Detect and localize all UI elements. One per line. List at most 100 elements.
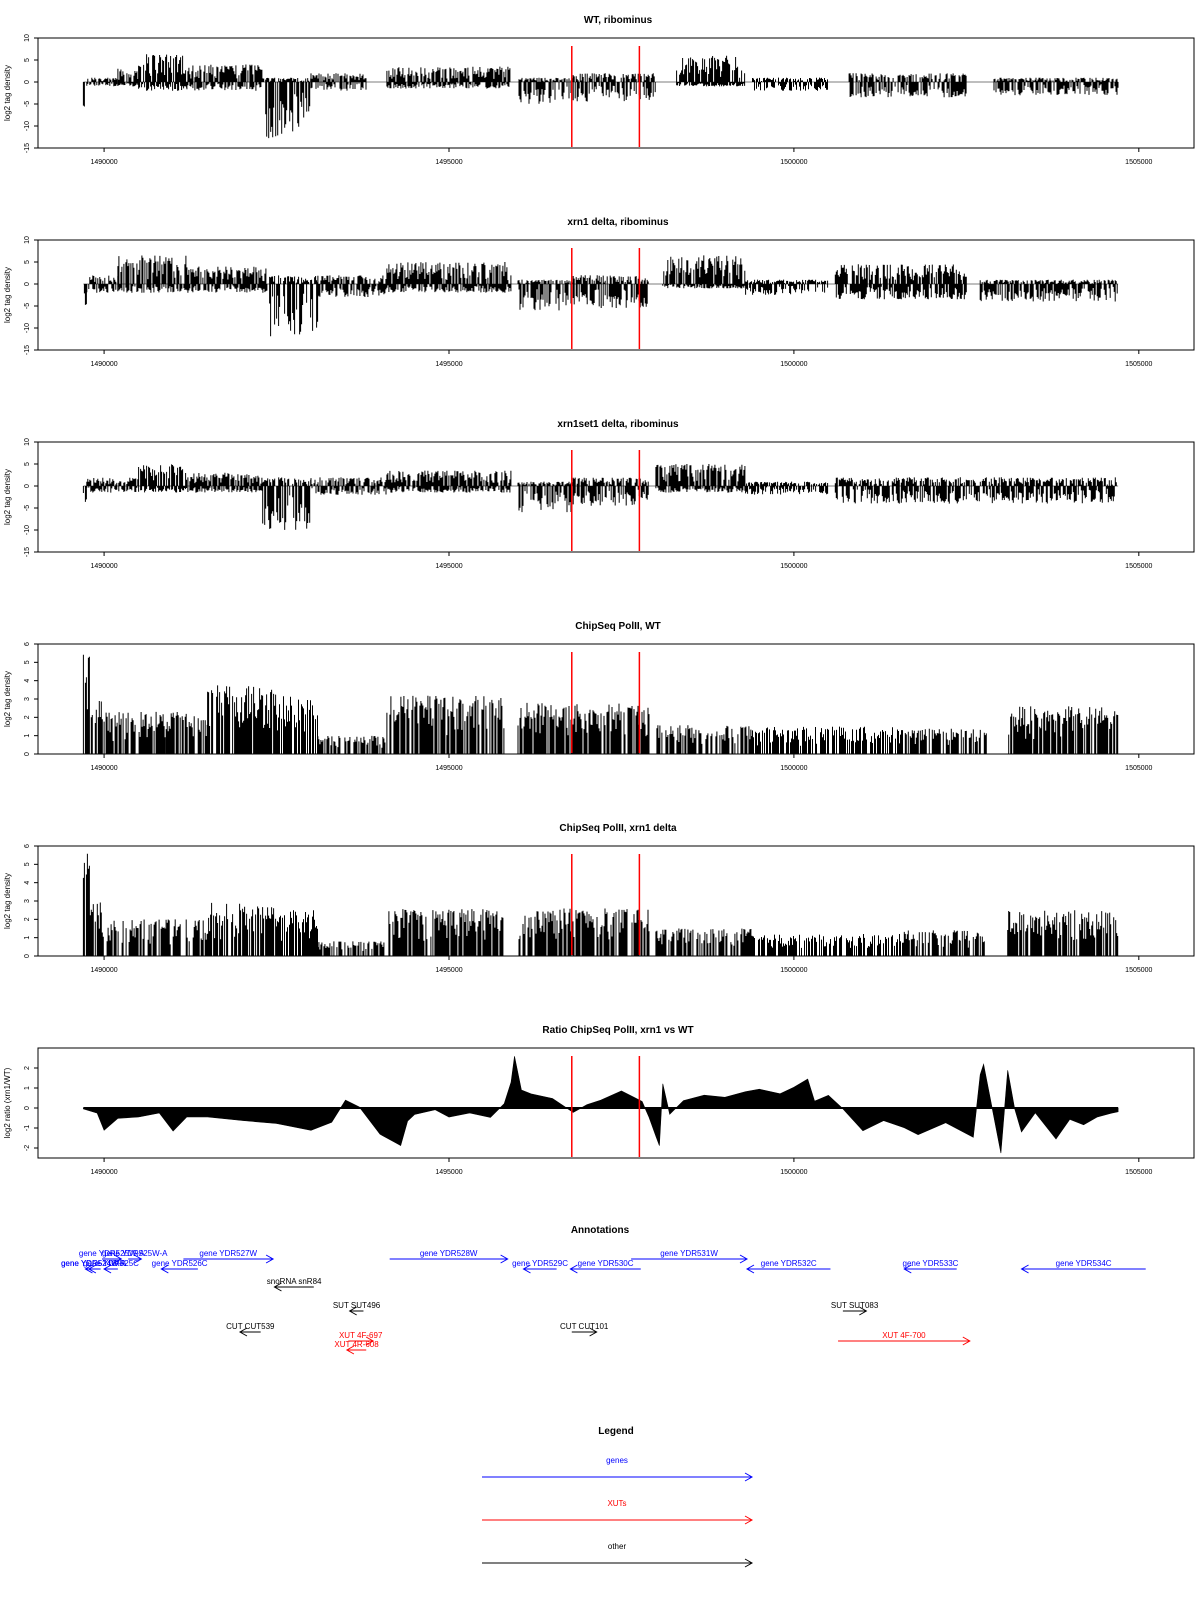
track-panel-1: WT, ribominus log2 tag density 10 5 0 -5 -10 -1… (3, 15, 1195, 166)
x-tick-label: 1505000 (1125, 1169, 1152, 1176)
y-tick-label: -1 (24, 1125, 31, 1131)
arrow-head (365, 1336, 375, 1346)
ratio-area (83, 1056, 1119, 1154)
feature-arrow (522, 1264, 557, 1274)
y-tick-label: -15 (24, 547, 31, 557)
arrow-head (569, 1264, 578, 1274)
feature-arrow (348, 1306, 364, 1316)
feature-arrow (903, 1264, 957, 1274)
arrow-head (859, 1306, 868, 1316)
signal-bars (83, 255, 1119, 337)
feature-label: gene YDR531W (660, 1249, 718, 1258)
arrow-head (962, 1336, 971, 1346)
feature-label: CUT CUT101 (560, 1322, 609, 1331)
x-tick-label: 1495000 (435, 563, 462, 570)
arrow-head (238, 1327, 248, 1337)
annotation-feature: SUT SUT496 (333, 1301, 381, 1316)
track-panel-3: xrn1set1 delta, ribominus log2 tag densit… (3, 419, 1195, 570)
y-tick-label: 1 (24, 734, 31, 738)
y-tick-label: 0 (24, 282, 31, 286)
y-tick-label: -10 (24, 323, 31, 333)
plot-frame (37, 845, 1195, 957)
legend-entry-genes: genes (482, 1456, 754, 1482)
y-tick-label: 5 (24, 260, 31, 264)
feature-arrow (745, 1264, 831, 1274)
arrow-head (114, 1254, 123, 1264)
y-tick-label: -5 (24, 505, 31, 511)
y-tick-label: 0 (24, 954, 31, 958)
y-tick-label: -15 (24, 345, 31, 355)
y-axis-label: log2 tag density (3, 469, 12, 525)
arrow-head (903, 1264, 912, 1274)
y-axis-label: log2 tag density (3, 873, 12, 929)
x-tick-label: 1500000 (780, 967, 807, 974)
x-tick-label: 1505000 (1125, 159, 1152, 166)
x-tick-label: 1490000 (90, 1169, 117, 1176)
feature-label: gene YDR528W (420, 1249, 478, 1258)
y-axis-label: log2 ratio (xrn1/WT) (3, 1067, 12, 1138)
x-tick-label: 1490000 (90, 159, 117, 166)
x-tick-label: 1495000 (435, 1169, 462, 1176)
annotation-feature: gene YDR533C (903, 1259, 959, 1274)
panel-title: ChipSeq PolII, xrn1 delta (559, 823, 677, 834)
annotation-feature: snoRNA snR84 (267, 1277, 322, 1292)
x-tick-label: 1500000 (780, 765, 807, 772)
feature-arrow (631, 1254, 749, 1264)
arrow-head (744, 1472, 754, 1482)
feature-label: gene YDR529C (512, 1259, 568, 1268)
annotation-feature: gene YDR530C (569, 1259, 641, 1274)
feature-arrow (838, 1336, 971, 1346)
y-tick-label: 3 (24, 697, 31, 701)
feature-arrow (569, 1264, 641, 1274)
signal-bars (82, 853, 1119, 956)
y-tick-label: 10 (24, 438, 31, 446)
arrow-head (744, 1558, 754, 1568)
x-tick-label: 1495000 (435, 159, 462, 166)
annotation-feature: gene YDR526C (152, 1259, 208, 1274)
arrow-head (265, 1254, 275, 1264)
feature-arrow (345, 1345, 367, 1355)
y-axis-label: log2 tag density (3, 65, 12, 121)
annotation-feature: gene YDR529C (512, 1259, 568, 1274)
legend-entry-xuts: XUTs (482, 1499, 754, 1525)
annotation-feature: gene YDR525C (83, 1259, 139, 1274)
y-tick-label: 6 (24, 844, 31, 848)
panel-title: xrn1 delta, ribominus (567, 217, 669, 228)
signal-bars (83, 1056, 1119, 1154)
x-tick-label: 1495000 (435, 361, 462, 368)
feature-label: gene YDR532C (761, 1259, 817, 1268)
feature-arrow (1020, 1264, 1146, 1274)
legend-label: other (608, 1542, 627, 1551)
arrow-head (739, 1254, 749, 1264)
legend-arrow (482, 1472, 754, 1482)
arrow-head (1020, 1264, 1029, 1274)
plot-frame (37, 441, 1195, 553)
feature-label: XUT 4R-608 (334, 1340, 379, 1349)
arrow-head (744, 1515, 754, 1525)
annotation-feature: XUT 4F-700 (838, 1331, 971, 1346)
y-tick-label: 10 (24, 34, 31, 42)
y-tick-label: -15 (24, 143, 31, 153)
plot-frame (37, 1047, 1195, 1159)
panel-title: ChipSeq PolII, WT (575, 621, 661, 632)
legend-arrow (482, 1558, 754, 1568)
y-tick-label: 0 (24, 752, 31, 756)
arrow-head (745, 1264, 755, 1274)
y-axis-label: log2 tag density (3, 267, 12, 323)
x-tick-label: 1505000 (1125, 563, 1152, 570)
signal-bar-strokes (83, 255, 1118, 337)
feature-arrow (102, 1254, 123, 1264)
y-tick-label: 1 (24, 1086, 31, 1090)
panel-title: Ratio ChipSeq PolII, xrn1 vs WT (542, 1025, 693, 1036)
x-tick-label: 1490000 (90, 765, 117, 772)
feature-label: gene YDR526C (152, 1259, 208, 1268)
x-tick-label: 1495000 (435, 765, 462, 772)
plot-frame (37, 643, 1195, 755)
arrow-head (134, 1254, 143, 1264)
annotation-feature: gene YDR525W-A (79, 1249, 145, 1264)
feature-label: gene YDR525W-A (79, 1249, 145, 1258)
